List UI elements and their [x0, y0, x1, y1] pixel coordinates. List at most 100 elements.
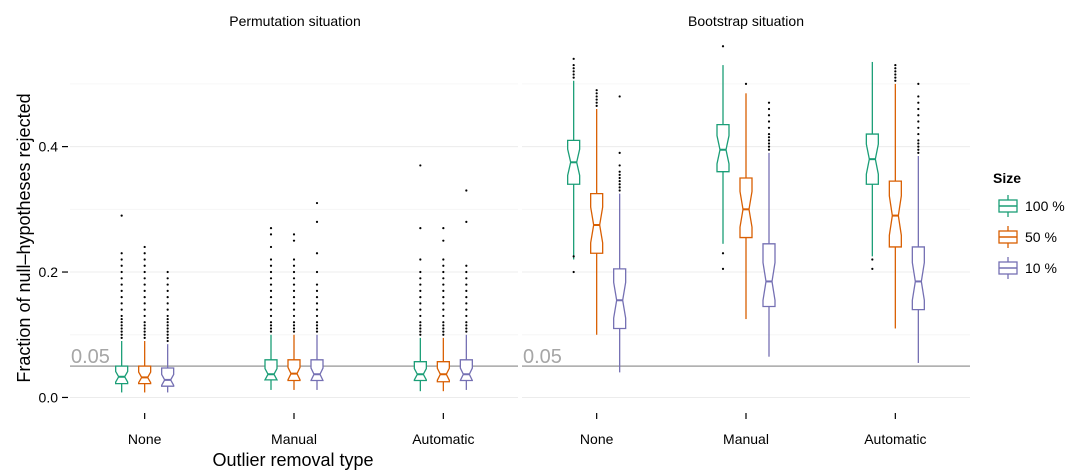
outlier-point — [572, 255, 575, 258]
outlier-point — [442, 277, 445, 280]
outlier-point — [292, 233, 296, 236]
outlier-point — [143, 258, 146, 261]
outlier-point — [143, 270, 146, 274]
legend: Size 100 % 50 % 10 % — [993, 170, 1065, 279]
outlier-point — [269, 258, 273, 261]
outlier-point — [419, 258, 422, 261]
outlier-point — [442, 270, 445, 274]
outlier-point — [166, 289, 169, 292]
facet-title-permutation: Permutation situation — [229, 13, 361, 29]
outlier-point — [143, 283, 146, 286]
outlier-point — [442, 289, 445, 292]
outlier-point — [917, 142, 920, 145]
x-tick-label-0-0: None — [128, 431, 162, 447]
legend-title: Size — [993, 170, 1021, 186]
outlier-point — [143, 327, 146, 330]
outlier-point — [442, 283, 445, 286]
outlier-point — [269, 264, 273, 267]
outlier-point — [419, 277, 422, 280]
outlier-point — [917, 101, 920, 104]
outlier-point — [442, 264, 445, 267]
outlier-point — [315, 252, 319, 255]
legend-item-1: 50 % — [998, 226, 1057, 248]
outlier-point — [767, 148, 771, 151]
outlier-point — [767, 145, 771, 148]
outlier-point — [269, 270, 273, 274]
x-tick-label-0-2: Automatic — [412, 431, 474, 447]
box-body — [263, 359, 279, 381]
outlier-point — [442, 333, 445, 336]
outlier-point — [120, 258, 123, 261]
outlier-point — [419, 321, 422, 324]
outlier-point — [166, 302, 169, 305]
outlier-point — [120, 270, 123, 274]
outlier-point — [269, 302, 273, 305]
outlier-point — [595, 95, 598, 98]
box-body — [115, 365, 129, 385]
outlier-point — [595, 98, 598, 101]
outlier-point — [618, 180, 621, 183]
y-axis-title: Fraction of null–hypotheses rejected — [14, 93, 34, 382]
outlier-point — [419, 308, 422, 311]
outlier-point — [269, 321, 273, 324]
outlier-point — [894, 67, 897, 70]
outlier-point — [120, 308, 123, 311]
outlier-point — [419, 289, 422, 292]
outlier-point — [166, 327, 169, 330]
outlier-point — [269, 245, 273, 249]
box-body — [310, 359, 324, 382]
outlier-point — [143, 245, 146, 249]
box-body — [459, 359, 473, 382]
x-axis-title: Outlier removal type — [212, 450, 373, 470]
outlier-point — [143, 308, 146, 311]
y-tick-label-1: 0.2 — [39, 264, 59, 280]
outlier-point — [917, 151, 920, 154]
outlier-point — [292, 308, 296, 311]
legend-label-0: 100 % — [1025, 198, 1065, 214]
boxes-layer — [115, 45, 925, 393]
outlier-point — [572, 70, 575, 73]
outlier-point — [120, 214, 123, 217]
outlier-point — [269, 233, 273, 236]
outlier-point — [315, 283, 319, 286]
legend-item-0: 100 % — [998, 195, 1065, 217]
outlier-point — [292, 302, 296, 305]
outlier-point — [419, 324, 422, 327]
x-tick-label-1-2: Automatic — [864, 431, 926, 447]
outlier-point — [465, 330, 468, 333]
outlier-point — [292, 324, 296, 327]
outlier-point — [166, 330, 169, 333]
outlier-point — [618, 151, 621, 154]
outlier-point — [166, 333, 169, 336]
outlier-point — [269, 308, 273, 311]
outlier-point — [442, 321, 445, 324]
outlier-point — [269, 324, 273, 327]
outlier-point — [871, 267, 874, 270]
outlier-point — [442, 258, 445, 261]
outlier-point — [143, 333, 146, 336]
reference-label-0: 0.05 — [71, 346, 110, 368]
outlier-point — [143, 330, 146, 333]
legend-item-2: 10 % — [998, 257, 1057, 279]
outlier-point — [143, 302, 146, 305]
outlier-point — [269, 289, 273, 292]
outlier-point — [767, 142, 771, 145]
box-1-1-0 — [716, 45, 730, 270]
outlier-point — [269, 296, 273, 299]
outlier-point — [166, 277, 169, 280]
box-body — [716, 124, 730, 173]
outlier-point — [120, 296, 123, 299]
box-0-0-0 — [115, 214, 129, 393]
outlier-point — [465, 308, 468, 311]
box-1-1-2 — [762, 101, 776, 357]
box-body — [613, 268, 627, 330]
outlier-point — [595, 101, 598, 104]
outlier-point — [419, 330, 422, 333]
outlier-point — [767, 101, 771, 104]
outlier-point — [120, 324, 123, 327]
outlier-point — [767, 114, 771, 117]
outlier-point — [315, 308, 319, 311]
outlier-point — [442, 327, 445, 330]
box-body — [888, 180, 902, 248]
